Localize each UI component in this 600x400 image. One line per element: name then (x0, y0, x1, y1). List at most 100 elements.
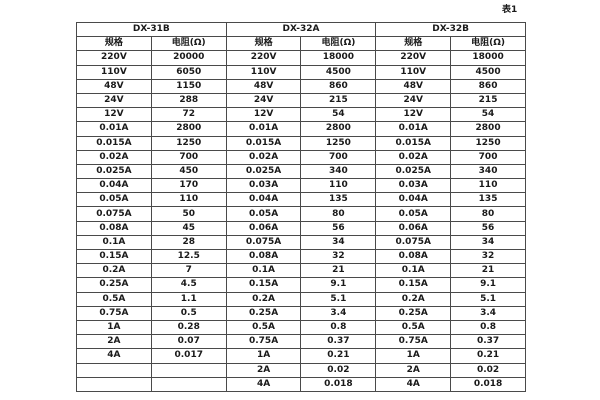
resistance-cell: 3.4 (450, 305, 526, 321)
spec-cell: 2A (76, 334, 152, 350)
spec-cell: 0.01A (76, 121, 152, 137)
spec-cell: 0.025A (76, 163, 152, 180)
spec-cell: 0.02A (375, 149, 452, 165)
spec-cell: 0.075A (225, 234, 302, 251)
resistance-cell: 12.5 (150, 248, 227, 265)
resistance-cell: 0.07 (150, 334, 227, 350)
resistance-cell: 0.017 (150, 348, 227, 364)
resistance-cell: 9.1 (300, 277, 377, 293)
spec-cell: 2A (225, 362, 302, 378)
spec-cell: 4A (76, 348, 152, 364)
resistance-cell: 80 (450, 206, 526, 222)
resistance-cell: 0.21 (300, 348, 377, 364)
spec-cell: 110V (375, 64, 452, 80)
resistance-cell: 0.8 (300, 319, 377, 336)
spec-cell: 220V (225, 50, 302, 66)
table-row: 0.08A 45 0.06A 56 0.06A 56 (76, 220, 526, 236)
resistance-cell: 18000 (450, 50, 526, 66)
spec-cell: 0.15A (375, 277, 452, 293)
resistance-cell: 56 (300, 220, 377, 236)
resistance-cell: 860 (450, 78, 526, 94)
resistance-cell: 56 (450, 220, 526, 236)
resistance-cell: 1250 (450, 135, 526, 151)
table-row: 0.75A 0.5 0.25A 3.4 0.25A 3.4 (76, 305, 526, 321)
spec-cell: 24V (375, 92, 452, 109)
spec-cell: 0.1A (76, 234, 152, 251)
resistance-cell: 2800 (150, 121, 227, 137)
resistance-cell: 34 (300, 234, 377, 251)
table-body: 220V 20000 220V 18000 220V 18000 110V 6050 110V 4… (76, 50, 526, 392)
spec-cell: 2A (375, 362, 452, 378)
table-row: 0.1A 28 0.075A 34 0.075A 34 (76, 234, 526, 251)
spec-cell: 1A (225, 348, 302, 364)
resistance-cell: 1250 (300, 135, 377, 151)
table-row: 0.015A 1250 0.015A 1250 0.015A 1250 (76, 135, 526, 151)
spec-cell: 0.25A (375, 305, 452, 321)
table-row: 0.04A 170 0.03A 110 0.03A 110 (76, 178, 526, 194)
resistance-cell: 110 (450, 178, 526, 194)
spec-cell: 0.075A (76, 206, 152, 222)
spec-cell: 0.025A (375, 163, 452, 180)
table-row: 12V 72 12V 54 12V 54 (76, 107, 526, 123)
spec-cell: 110V (76, 64, 152, 80)
spec-cell: 0.75A (375, 334, 452, 350)
spec-cell: 12V (375, 107, 452, 123)
spec-cell: 24V (225, 92, 302, 109)
spec-cell: 0.05A (76, 192, 152, 208)
resistance-cell: 45 (150, 220, 227, 236)
col-header-spec: 规格 (375, 36, 452, 52)
resistance-cell: 32 (450, 248, 526, 265)
table-row: 2A 0.07 0.75A 0.37 0.75A 0.37 (76, 334, 526, 350)
spec-cell: 0.08A (76, 220, 152, 236)
spec-cell: 0.1A (375, 263, 452, 279)
resistance-cell: 4500 (450, 64, 526, 80)
table-row: 0.25A 4.5 0.15A 9.1 0.15A 9.1 (76, 277, 526, 293)
resistance-cell: 18000 (300, 50, 377, 66)
table-row: 0.025A 450 0.025A 340 0.025A 340 (76, 163, 526, 180)
resistance-cell: 28 (150, 234, 227, 251)
spec-cell: 0.08A (225, 248, 302, 265)
spec-cell: 0.015A (225, 135, 302, 151)
spec-cell: 0.15A (76, 248, 152, 265)
table-row: 2A 0.02 2A 0.02 (76, 362, 526, 378)
group-header-dx32b: DX-32B (375, 21, 526, 38)
spec-cell: 0.15A (225, 277, 302, 293)
table-row: 0.2A 7 0.1A 21 0.1A 21 (76, 263, 526, 279)
group-header-row: DX-31B DX-32A DX-32B (76, 21, 526, 38)
resistance-cell: 80 (300, 206, 377, 222)
resistance-cell: 450 (150, 163, 227, 180)
col-header-spec: 规格 (76, 36, 152, 52)
resistance-cell: 135 (450, 192, 526, 208)
resistance-spec-table: DX-31B DX-32A DX-32B 规格 电阻(Ω) 规格 电阻(Ω) 规… (76, 21, 526, 392)
table-row: 0.15A 12.5 0.08A 32 0.08A 32 (76, 248, 526, 265)
resistance-cell: 0.018 (300, 376, 377, 392)
spec-cell: 48V (76, 78, 152, 94)
spec-cell: 0.04A (225, 192, 302, 208)
spec-cell: 220V (76, 50, 152, 66)
spec-cell (76, 376, 152, 392)
resistance-cell: 340 (450, 163, 526, 180)
resistance-cell: 20000 (150, 50, 227, 66)
spec-cell: 0.075A (375, 234, 452, 251)
spec-cell: 0.02A (76, 149, 152, 165)
spec-cell: 4A (225, 376, 302, 392)
resistance-cell: 3.4 (300, 305, 377, 321)
resistance-cell: 54 (300, 107, 377, 123)
spec-cell: 0.015A (76, 135, 152, 151)
resistance-cell: 700 (150, 149, 227, 165)
spec-cell: 0.75A (225, 334, 302, 350)
resistance-cell: 7 (150, 263, 227, 279)
spec-cell: 0.2A (76, 263, 152, 279)
resistance-cell: 2800 (450, 121, 526, 137)
resistance-cell: 1150 (150, 78, 227, 94)
resistance-cell: 0.21 (450, 348, 526, 364)
spec-cell: 1A (375, 348, 452, 364)
table-row: 4A 0.017 1A 0.21 1A 0.21 (76, 348, 526, 364)
resistance-cell: 170 (150, 178, 227, 194)
resistance-cell: 215 (300, 92, 377, 109)
table-row: 0.5A 1.1 0.2A 5.1 0.2A 5.1 (76, 291, 526, 307)
spec-cell: 0.03A (225, 178, 302, 194)
resistance-cell: 6050 (150, 64, 227, 80)
spec-cell: 0.025A (225, 163, 302, 180)
